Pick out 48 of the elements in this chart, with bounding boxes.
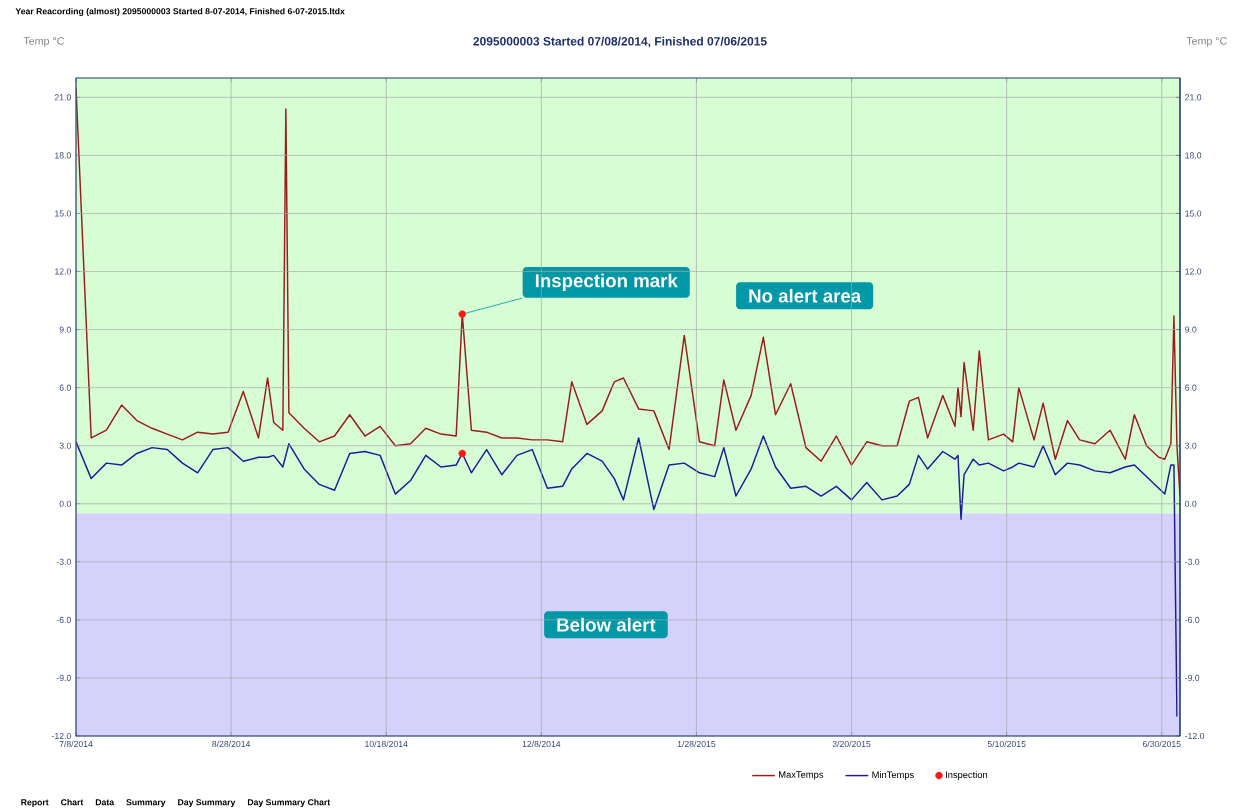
y-tick-label: -9.0 xyxy=(56,674,71,681)
band-label: No alert area xyxy=(749,288,862,303)
y2-tick-label: 6.0 xyxy=(1185,384,1197,391)
legend-label: MaxTemps xyxy=(779,771,824,780)
x-tick-label: 1/28/2015 xyxy=(677,740,716,747)
y2-axis-title: Temp °C xyxy=(1186,36,1227,47)
y-tick-label: 21.0 xyxy=(54,94,71,101)
text: Report xyxy=(21,799,49,807)
y2-tick-label: -6.0 xyxy=(1185,616,1200,623)
y2-tick-label: 21.0 xyxy=(1185,94,1202,101)
legend-label: MinTemps xyxy=(872,770,914,780)
y2-tick-label: -9.0 xyxy=(1185,674,1200,681)
y2-tick-label: 9.0 xyxy=(1185,326,1197,333)
annotation: Inspection mark xyxy=(535,273,678,291)
y-tick-label: 18.0 xyxy=(55,152,71,159)
x-tick-label: 8/28/2014 xyxy=(212,740,251,747)
text: Data xyxy=(95,799,115,806)
y2-tick-label: 3.0 xyxy=(1185,442,1197,449)
y-tick-label: 6.0 xyxy=(59,384,71,391)
x-tick-label: 7/8/2014 xyxy=(59,740,93,747)
y-tick-label: -12.0 xyxy=(51,732,71,739)
x-tick-label: 10/18/2014 xyxy=(365,740,408,747)
y2-tick-label: -3.0 xyxy=(1185,558,1200,565)
text: Day Summary xyxy=(178,798,236,807)
y-tick-label: 0.0 xyxy=(59,500,71,507)
chart-title: 2095000003 Started 07/08/2014, Finished 07/06/2015 xyxy=(473,36,767,48)
y-tick-label: 15.0 xyxy=(55,210,71,217)
y-axis-title: Temp °C xyxy=(23,36,64,47)
y-tick-label: 9.0 xyxy=(59,326,71,333)
legend-label: Inspection xyxy=(945,770,988,780)
y2-tick-label: 12.0 xyxy=(1185,268,1202,275)
y2-tick-label: 0.0 xyxy=(1185,500,1197,507)
y-tick-label: 12.0 xyxy=(55,268,71,275)
x-tick-label: 5/10/2015 xyxy=(987,740,1026,747)
band-label: Below alert xyxy=(557,617,656,632)
y-tick-label: 3.0 xyxy=(59,442,71,449)
text: Summary xyxy=(126,798,166,807)
x-tick-label: 3/20/2015 xyxy=(832,740,871,747)
y-tick-label: -6.0 xyxy=(56,616,71,623)
text: Chart xyxy=(61,798,84,806)
y2-tick-label: -12.0 xyxy=(1185,732,1205,739)
y2-tick-label: 18.0 xyxy=(1185,152,1202,159)
y2-tick-label: 15.0 xyxy=(1185,210,1202,217)
text: Year Reacording (almost) 2095000003 Started 8-07-2014, Finished 6-07-2015.ltdx xyxy=(15,7,345,16)
x-tick-label: 6/30/2015 xyxy=(1142,740,1181,747)
y-tick-label: -3.0 xyxy=(56,558,71,565)
text: Day Summary Chart xyxy=(247,798,331,807)
x-tick-label: 12/8/2014 xyxy=(522,740,561,747)
